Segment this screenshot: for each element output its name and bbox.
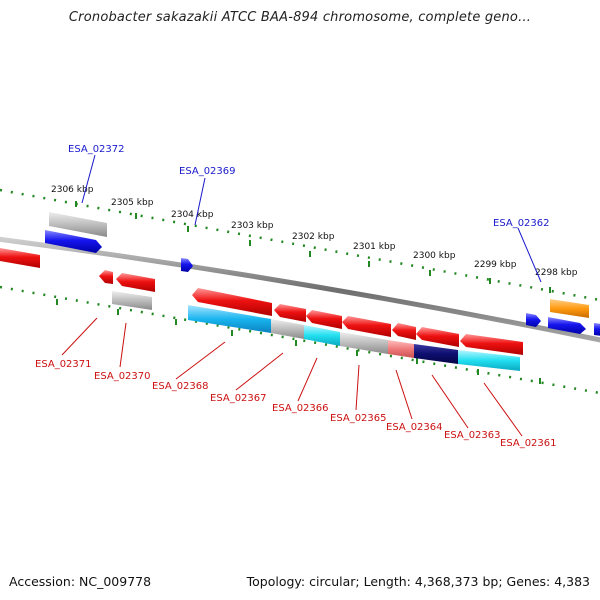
gene-reverse[interactable]: [99, 270, 113, 284]
gene-label-bottom[interactable]: ESA_02370: [94, 371, 151, 382]
tick-label: 2305 kbp: [111, 198, 154, 208]
tick-label: 2298 kbp: [535, 268, 578, 278]
tick-label: 2303 kbp: [231, 221, 274, 231]
gene-label-top[interactable]: ESA_02369: [179, 166, 236, 177]
topology-text: Topology: circular; Length: 4,368,373 bp…: [246, 574, 590, 589]
major-ticks: [75, 201, 551, 293]
gene-label-bottom[interactable]: ESA_02367: [210, 393, 267, 404]
gene-label-top[interactable]: ESA_02372: [68, 144, 125, 155]
tick-label: 2304 kbp: [171, 210, 214, 220]
gene-reverse[interactable]: [116, 273, 155, 292]
tick-label: 2301 kbp: [353, 242, 396, 252]
inner-scale-arc: [0, 285, 600, 395]
gene-forward[interactable]: [526, 313, 541, 327]
gene-esa-02361[interactable]: [458, 350, 520, 371]
tick-labels: 2306 kbp 2305 kbp 2304 kbp 2303 kbp 2302…: [51, 185, 578, 278]
map-title: Cronobacter sakazakii ATCC BAA-894 chrom…: [68, 10, 532, 25]
gene-esa-02364[interactable]: [388, 340, 414, 358]
gene-reverse[interactable]: [306, 310, 342, 329]
gene-label-bottom[interactable]: ESA_02368: [152, 381, 209, 392]
gene-esa-02366[interactable]: [304, 325, 340, 346]
gene-forward[interactable]: [45, 230, 102, 253]
accession-text: Accession: NC_009778: [9, 574, 152, 589]
gene-label-bottom[interactable]: ESA_02363: [444, 430, 501, 441]
gene-reverse[interactable]: [192, 288, 272, 316]
gene-label-bottom[interactable]: ESA_02371: [35, 359, 92, 370]
tick-label: 2306 kbp: [51, 185, 94, 195]
chromosome-backbone: [0, 236, 600, 343]
gene-esa-02362[interactable]: [550, 299, 589, 318]
tick-label: 2302 kbp: [292, 232, 335, 242]
bottom-leader-lines: [61, 317, 523, 437]
gene-esa-02363[interactable]: [414, 344, 458, 364]
gene-esa-02372[interactable]: [49, 212, 107, 237]
gene-label-top[interactable]: ESA_02362: [493, 218, 550, 229]
gene-label-bottom[interactable]: ESA_02361: [500, 438, 557, 449]
tick-label: 2299 kbp: [474, 260, 517, 270]
gene-reverse[interactable]: [342, 316, 391, 337]
gene-reverse[interactable]: [416, 327, 459, 347]
gene-label-bottom[interactable]: ESA_02365: [330, 413, 387, 424]
gene-esa-02367[interactable]: [271, 319, 304, 339]
gene-label-bottom[interactable]: ESA_02366: [272, 403, 329, 414]
top-leader-lines: [81, 154, 542, 283]
tick-label: 2300 kbp: [413, 251, 456, 261]
gene-forward[interactable]: [594, 323, 600, 336]
gene-reverse[interactable]: [0, 248, 40, 268]
gene-reverse[interactable]: [274, 304, 306, 322]
gene-reverse[interactable]: [460, 334, 523, 355]
gene-esa-02368[interactable]: [188, 305, 271, 333]
gene-esa-02370[interactable]: [112, 291, 152, 310]
gene-label-bottom[interactable]: ESA_02364: [386, 422, 443, 433]
gene-forward[interactable]: [548, 317, 586, 334]
gene-esa-02365[interactable]: [340, 332, 388, 354]
gene-esa-02369[interactable]: [181, 258, 193, 272]
gene-reverse[interactable]: [392, 323, 416, 340]
inner-ticks: [56, 299, 541, 384]
